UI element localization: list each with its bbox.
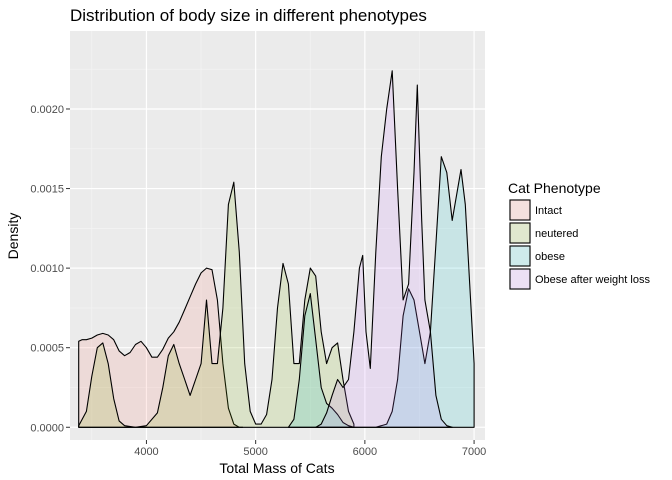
plot-panel — [70, 31, 485, 440]
y-tick-label: 0.0020 — [30, 104, 64, 116]
x-axis: 4000 5000 6000 7000 — [134, 440, 486, 458]
legend-label: Intact — [535, 205, 562, 217]
legend-item: neutered — [509, 222, 578, 244]
legend-key-background — [509, 268, 531, 290]
y-axis: 0.0000 0.0005 0.0010 0.0015 0.0020 — [30, 104, 70, 434]
density-curve-obese — [287, 156, 475, 428]
y-tick-label: 0.0005 — [30, 343, 64, 355]
legend-label: Obese after weight loss — [535, 274, 650, 286]
y-tick-label: 0.0010 — [30, 263, 64, 275]
legend-label: neutered — [535, 228, 578, 240]
legend-title: Cat Phenotype — [508, 180, 601, 196]
legend-swatch — [509, 199, 531, 221]
y-axis-title: Density — [5, 213, 21, 260]
y-tick-label: 0.0000 — [30, 422, 64, 434]
legend-key-background — [509, 245, 531, 267]
density-curve-obese-after-weight-loss — [315, 70, 453, 428]
legend-key-background — [509, 199, 531, 221]
density-curve-neutered — [78, 181, 355, 428]
y-tick-label: 0.0015 — [30, 184, 64, 196]
legend-item: Intact — [509, 199, 562, 221]
x-tick-label: 7000 — [462, 446, 486, 458]
density-curves — [78, 70, 475, 428]
chart-title: Distribution of body size in different p… — [70, 6, 427, 25]
legend-swatch — [509, 245, 531, 267]
x-tick-label: 5000 — [243, 446, 267, 458]
legend: Cat Phenotype Intact neutered obese Obese a… — [508, 180, 650, 290]
legend-swatch — [509, 222, 531, 244]
x-axis-title: Total Mass of Cats — [219, 460, 334, 476]
legend-item: Obese after weight loss — [509, 268, 650, 290]
x-tick-label: 4000 — [134, 446, 158, 458]
legend-item: obese — [509, 245, 565, 267]
legend-swatch — [509, 268, 531, 290]
legend-label: obese — [535, 251, 565, 263]
x-tick-label: 6000 — [353, 446, 377, 458]
legend-key-background — [509, 222, 531, 244]
